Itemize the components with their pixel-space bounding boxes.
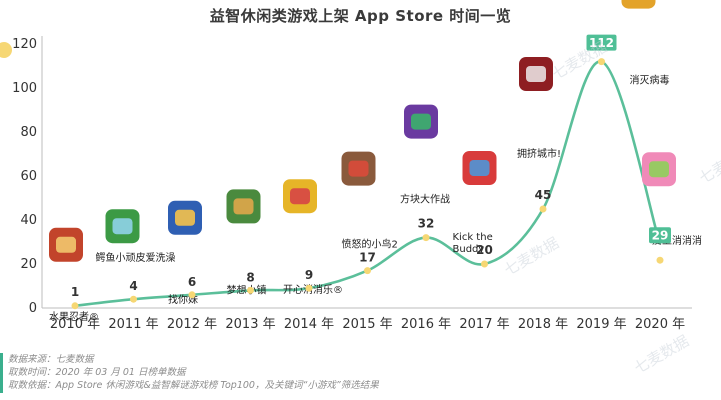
data-label: 112 bbox=[589, 36, 614, 50]
game-name-label: 消灭病毒 bbox=[630, 74, 670, 87]
data-label: 20 bbox=[476, 243, 493, 257]
x-tick-label: 2017 年 bbox=[459, 317, 509, 332]
icon-detail bbox=[233, 198, 254, 215]
x-tick-label: 2018 年 bbox=[518, 317, 568, 332]
value-badge bbox=[586, 34, 617, 51]
footer-source: 数据来源：七麦数据 bbox=[8, 354, 94, 365]
data-point bbox=[188, 291, 196, 299]
y-tick-label: 80 bbox=[20, 125, 37, 140]
game-name-label: 方块大作战 bbox=[400, 193, 450, 206]
data-point bbox=[539, 205, 547, 213]
data-label: 6 bbox=[188, 275, 196, 289]
x-tick-label: 2016 年 bbox=[401, 317, 451, 332]
y-tick-label: 60 bbox=[20, 169, 37, 184]
chart-footer: 数据来源：七麦数据 取数时间：2020 年 03 月 01 日榜单数据 取数依据… bbox=[8, 353, 688, 392]
block-battle-icon bbox=[404, 104, 438, 139]
data-label: 9 bbox=[305, 268, 313, 282]
y-tick-label: 100 bbox=[12, 81, 37, 96]
icon-detail bbox=[348, 160, 369, 177]
footer-accent-bar bbox=[0, 353, 3, 393]
y-tick-label: 40 bbox=[20, 213, 37, 228]
y-tick-label: 120 bbox=[12, 37, 37, 52]
icon-detail bbox=[411, 113, 431, 130]
data-point bbox=[130, 295, 137, 303]
icon-detail bbox=[649, 161, 669, 178]
icon-detail bbox=[469, 160, 490, 176]
angry-birds-2-icon bbox=[341, 151, 376, 186]
x-tick-label: 2020 年 bbox=[635, 317, 685, 332]
data-label: 1 bbox=[71, 285, 79, 299]
virus-killer-icon bbox=[621, 0, 656, 9]
dream-town-icon bbox=[226, 189, 261, 224]
data-label: 32 bbox=[418, 217, 435, 231]
footer-basis: 取数依据：App Store 休闲游戏&益智解谜游戏榜 Top100，及关键词“… bbox=[8, 380, 379, 391]
game-name-label: 愤怒的小鸟2 bbox=[342, 238, 398, 251]
game-name-label: 水果忍者® bbox=[49, 311, 99, 323]
game-name-label: 梦想小镇 bbox=[227, 283, 267, 296]
game-name-label: 开心消消乐® bbox=[283, 283, 343, 296]
swampy-crocodile-icon bbox=[105, 209, 140, 244]
x-tick-label: 2014 年 bbox=[284, 317, 334, 332]
x-tick-label: 2012 年 bbox=[167, 317, 217, 332]
y-tick-label: 0 bbox=[29, 301, 37, 316]
value-badge bbox=[649, 227, 671, 244]
icon-detail bbox=[112, 218, 133, 235]
data-point bbox=[481, 260, 488, 268]
data-label: 4 bbox=[129, 279, 137, 293]
x-tick-label: 2013 年 bbox=[225, 317, 275, 332]
chart-title: 益智休闲类游戏上架 App Store 时间一览 bbox=[209, 7, 512, 25]
data-point bbox=[71, 302, 79, 310]
game-name-line: Buddy bbox=[453, 244, 485, 255]
data-label: 8 bbox=[246, 270, 254, 284]
data-point bbox=[656, 256, 664, 264]
data-label: 29 bbox=[652, 229, 669, 243]
game-name-line: Kick the bbox=[453, 232, 493, 243]
data-point bbox=[247, 286, 254, 294]
data-label: 17 bbox=[359, 251, 376, 265]
decor-dot bbox=[0, 42, 12, 58]
happy-elimination-icon bbox=[283, 179, 317, 214]
data-label: 45 bbox=[535, 188, 552, 202]
y-tick-label: 20 bbox=[20, 257, 37, 272]
find-it-icon bbox=[168, 200, 202, 235]
crowd-city-icon bbox=[519, 57, 553, 91]
love-elimination-icon bbox=[642, 152, 676, 187]
data-point bbox=[364, 267, 371, 275]
fruit-ninja-icon bbox=[49, 227, 83, 262]
footer-time: 取数时间：2020 年 03 月 01 日榜单数据 bbox=[8, 367, 186, 378]
x-tick-label: 2015 年 bbox=[342, 317, 392, 332]
game-name-label: 鳄鱼小顽皮爱洗澡 bbox=[96, 251, 176, 264]
icon-detail bbox=[290, 188, 310, 205]
x-tick-label: 2019 年 bbox=[576, 317, 626, 332]
game-name-label: 拥挤城市! bbox=[517, 147, 561, 160]
x-tick-label: 2011 年 bbox=[108, 317, 158, 332]
icon-tile bbox=[621, 0, 656, 9]
icon-detail bbox=[175, 209, 195, 226]
data-point bbox=[598, 58, 605, 66]
x-tick-label: 2010 年 bbox=[50, 317, 100, 332]
data-point bbox=[422, 234, 430, 242]
game-name-label: Kick the Buddy bbox=[453, 232, 493, 255]
icon-detail bbox=[56, 236, 76, 253]
kick-the-buddy-icon bbox=[462, 151, 497, 185]
data-point bbox=[305, 284, 313, 292]
icon-detail bbox=[526, 66, 546, 82]
